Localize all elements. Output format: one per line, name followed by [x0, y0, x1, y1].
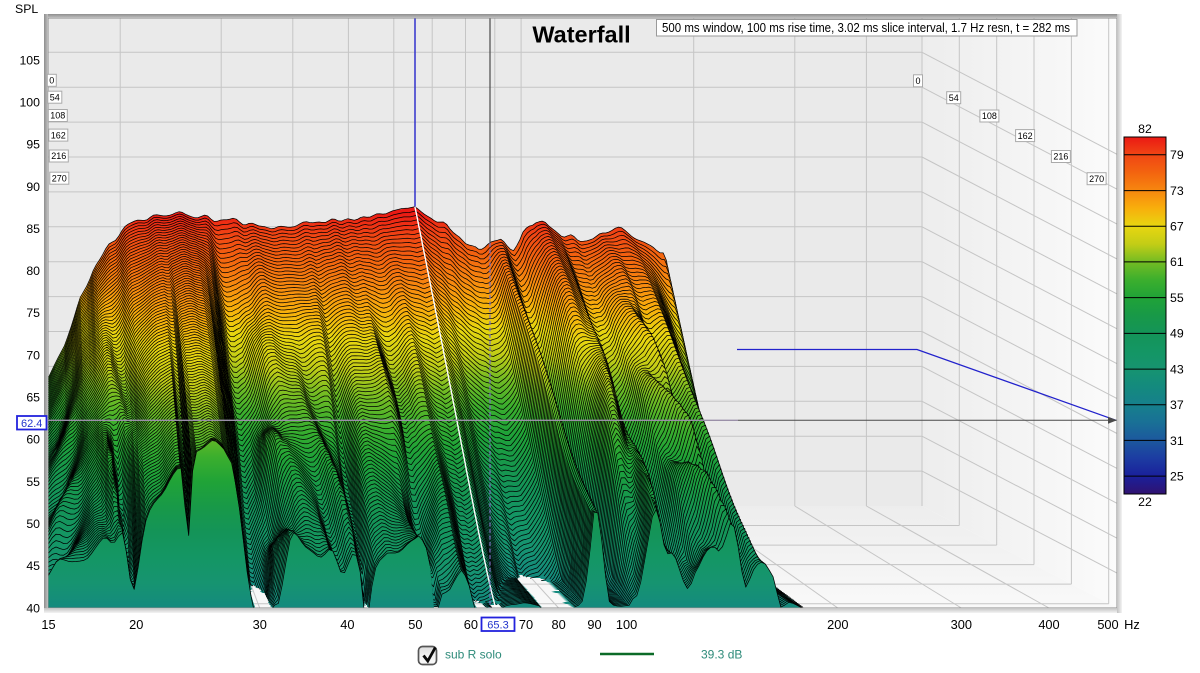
svg-text:SPL: SPL	[15, 2, 38, 16]
svg-text:55: 55	[1170, 291, 1184, 305]
svg-text:0: 0	[49, 76, 54, 86]
svg-text:67: 67	[1170, 220, 1184, 234]
svg-text:sub R solo: sub R solo	[445, 648, 502, 662]
svg-text:300: 300	[951, 617, 972, 632]
svg-text:80: 80	[26, 264, 40, 278]
svg-text:108: 108	[982, 111, 997, 121]
svg-text:50: 50	[408, 617, 422, 632]
svg-text:54: 54	[949, 93, 959, 103]
svg-text:100: 100	[616, 617, 637, 632]
svg-text:65.3: 65.3	[487, 619, 508, 631]
svg-text:50: 50	[26, 517, 40, 531]
svg-text:82: 82	[1138, 122, 1152, 136]
svg-text:270: 270	[1089, 174, 1104, 184]
svg-text:40: 40	[26, 601, 40, 615]
svg-text:65: 65	[26, 391, 40, 405]
svg-text:95: 95	[26, 138, 40, 152]
svg-text:40: 40	[340, 617, 354, 632]
svg-text:22: 22	[1138, 495, 1152, 509]
svg-text:100: 100	[19, 96, 40, 110]
svg-text:500: 500	[1097, 617, 1118, 632]
svg-text:30: 30	[253, 617, 267, 632]
svg-text:60: 60	[464, 617, 478, 632]
svg-text:270: 270	[52, 173, 67, 183]
svg-text:31: 31	[1170, 434, 1184, 448]
svg-text:216: 216	[51, 151, 66, 161]
svg-text:80: 80	[551, 617, 565, 632]
svg-text:20: 20	[129, 617, 143, 632]
svg-text:39.3 dB: 39.3 dB	[701, 648, 742, 662]
svg-text:43: 43	[1170, 362, 1184, 376]
svg-text:70: 70	[519, 617, 533, 632]
svg-text:90: 90	[26, 180, 40, 194]
svg-text:37: 37	[1170, 398, 1184, 412]
svg-text:Hz: Hz	[1124, 617, 1140, 632]
svg-text:55: 55	[26, 475, 40, 489]
svg-text:73: 73	[1170, 184, 1184, 198]
svg-text:54: 54	[50, 92, 60, 102]
svg-text:200: 200	[827, 617, 848, 632]
svg-text:90: 90	[587, 617, 601, 632]
svg-text:500 ms window, 100 ms rise tim: 500 ms window, 100 ms rise time, 3.02 ms…	[662, 21, 1070, 35]
svg-text:Waterfall: Waterfall	[532, 21, 630, 47]
svg-text:62.4: 62.4	[21, 418, 42, 430]
svg-text:75: 75	[26, 306, 40, 320]
svg-text:216: 216	[1053, 152, 1068, 162]
svg-text:85: 85	[26, 222, 40, 236]
svg-text:25: 25	[1170, 469, 1184, 483]
svg-text:400: 400	[1038, 617, 1059, 632]
svg-text:61: 61	[1170, 255, 1184, 269]
svg-text:60: 60	[26, 433, 40, 447]
svg-text:15: 15	[41, 617, 55, 632]
svg-text:162: 162	[1018, 131, 1033, 141]
svg-text:105: 105	[19, 53, 40, 67]
svg-text:0: 0	[915, 76, 920, 86]
svg-text:162: 162	[51, 130, 66, 140]
svg-text:49: 49	[1170, 327, 1184, 341]
svg-text:70: 70	[26, 348, 40, 362]
svg-text:45: 45	[26, 559, 40, 573]
svg-text:108: 108	[50, 111, 65, 121]
svg-text:79: 79	[1170, 148, 1184, 162]
